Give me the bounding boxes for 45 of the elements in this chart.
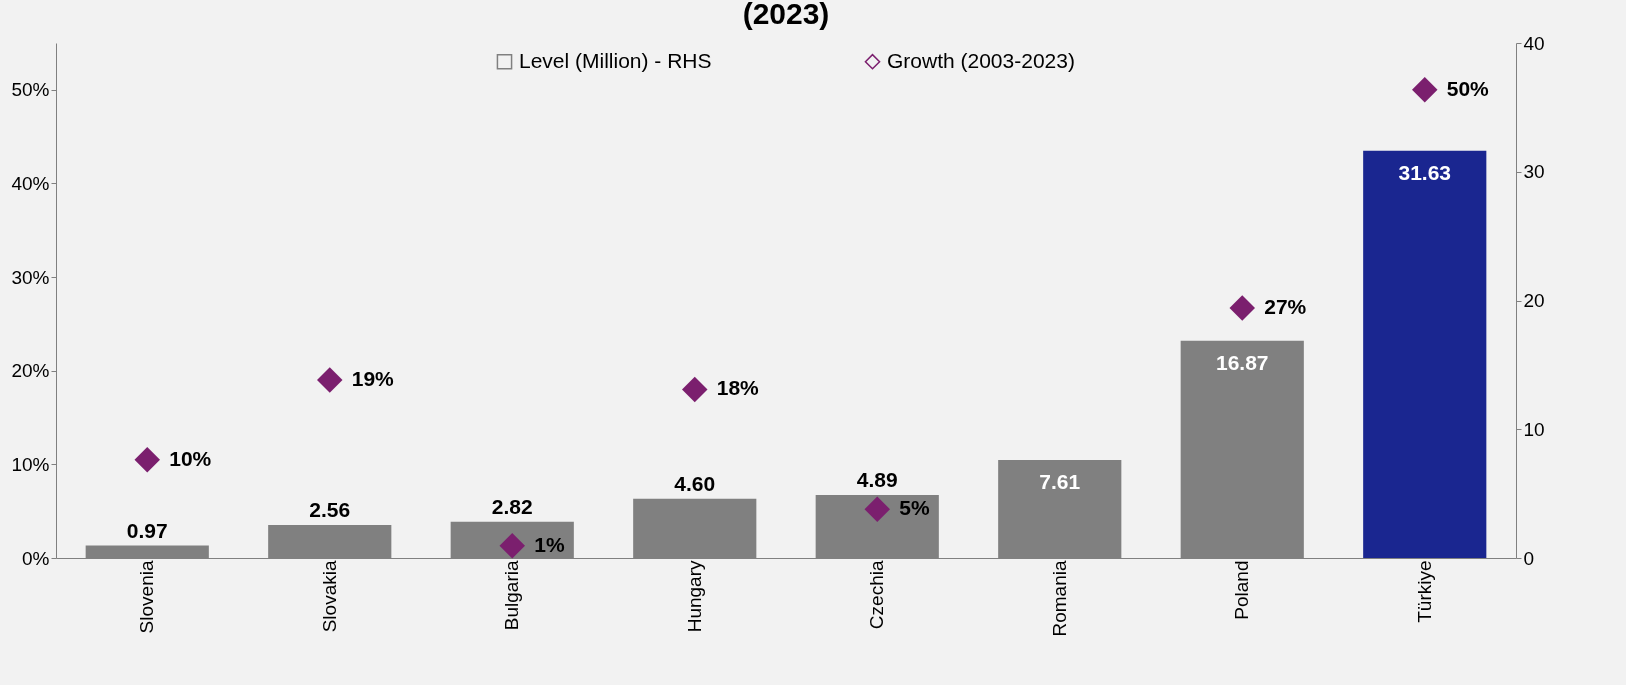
- y2-tick-label: 10: [1523, 418, 1545, 440]
- y2-tick-label: 20: [1523, 290, 1545, 311]
- data-label: 4.60: [674, 471, 716, 495]
- data-label: 0.97: [126, 518, 168, 542]
- data-label: 2.82: [491, 494, 533, 518]
- y-tick-label: 40%: [11, 172, 50, 194]
- x-tick-label: Czechia: [866, 560, 888, 630]
- point: [864, 496, 890, 523]
- point: [682, 376, 708, 403]
- data-label: 31.63: [1398, 160, 1452, 184]
- data-label: 18%: [716, 376, 760, 400]
- chart-title: (2023): [742, 0, 830, 30]
- legend-label: Level (Million) - RHS: [519, 48, 712, 72]
- data-label: 7.61: [1039, 470, 1081, 494]
- data-label: 2.56: [309, 498, 351, 522]
- y2-tick-label: 0: [1523, 547, 1535, 569]
- x-tick-label: Romania: [1048, 560, 1070, 637]
- data-label: 10%: [169, 446, 212, 470]
- data-label: 4.89: [856, 468, 898, 492]
- data-label: 19%: [351, 367, 395, 391]
- point: [1229, 295, 1255, 321]
- x-tick-label: Slovenia: [136, 560, 158, 634]
- point: [499, 533, 525, 559]
- y-tick-label: 10%: [11, 453, 50, 475]
- x-tick-label: Bulgaria: [501, 560, 523, 631]
- x-tick-label: Türkiye: [1413, 560, 1435, 623]
- data-label: 50%: [1446, 76, 1490, 100]
- x-tick-label: Slovakia: [318, 560, 340, 633]
- y-tick-label: 20%: [11, 360, 50, 382]
- x-tick-label: Poland: [1231, 560, 1253, 620]
- data-label: 16.87: [1215, 350, 1269, 374]
- y-tick-label: 0%: [22, 547, 50, 569]
- data-label: 5%: [899, 496, 930, 520]
- x-tick-label: Hungary: [683, 560, 705, 633]
- y2-tick-label: 30: [1523, 161, 1545, 183]
- data-label: 1%: [534, 532, 565, 556]
- point: [317, 367, 343, 393]
- bar: [1363, 150, 1487, 558]
- point: [1412, 77, 1438, 103]
- y2-tick-label: 40: [1523, 32, 1545, 54]
- point: [134, 446, 160, 473]
- y-tick-label: 30%: [11, 266, 50, 288]
- legend-label: Growth (2003-2023): [887, 48, 1075, 72]
- y-tick-label: 50%: [11, 79, 50, 101]
- data-label: 27%: [1264, 294, 1307, 318]
